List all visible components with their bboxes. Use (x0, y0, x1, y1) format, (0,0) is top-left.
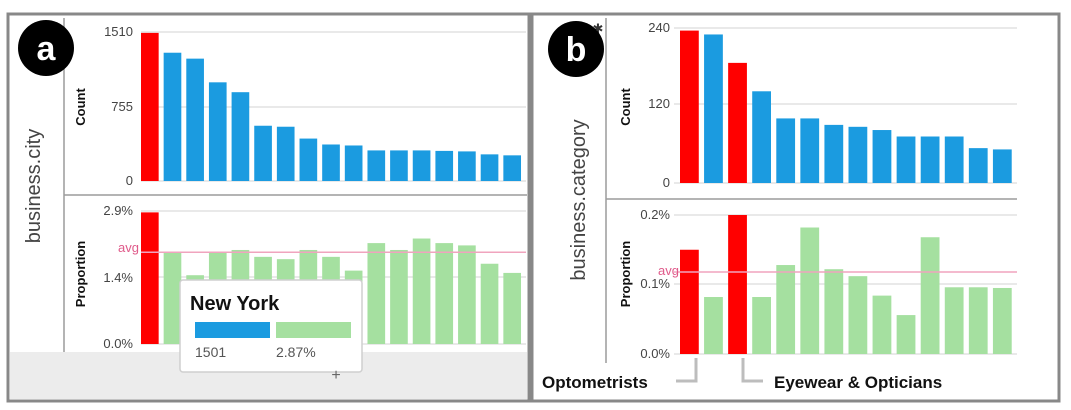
a-count-bar (344, 145, 363, 181)
panel-a-count-tick-top: 1510 (104, 24, 133, 39)
b-proportion-bar (944, 287, 964, 354)
panel-a-add-icon[interactable]: + (331, 367, 340, 384)
b-count-bar (992, 149, 1012, 183)
callout-right-connector (741, 358, 763, 383)
b-count-bar (776, 118, 796, 183)
a-count-bar (299, 138, 318, 181)
panel-a-proportion-tick-mid: 1.4% (103, 270, 133, 285)
a-count-bar (503, 155, 522, 181)
callout-left-connector (676, 358, 698, 383)
b-count-bar (968, 148, 988, 184)
a-count-bar (208, 82, 227, 181)
tooltip-proportion-value: 2.87% (276, 344, 316, 360)
b-count-bar (920, 136, 940, 183)
panel-b: business.category Count Proportion 240 1… (530, 12, 1061, 403)
callout-left-label: Optometrists (542, 373, 648, 392)
panel-a-count-axis-label: Count (73, 88, 88, 126)
panel-b-proportion-tick-bottom: 0.0% (640, 346, 670, 361)
a-count-bar (254, 125, 272, 181)
a-count-bar (322, 144, 340, 181)
a-count-bar (390, 150, 408, 181)
b-count-bar (752, 91, 771, 183)
panel-a-count-tick-mid: 755 (111, 99, 133, 114)
panel-b-avg-label: avg (658, 263, 679, 278)
panel-a-proportion-axis-label: Proportion (73, 241, 88, 307)
a-count-bar (367, 150, 386, 181)
panel-a-dimension-label: business.city (23, 129, 45, 244)
b-count-bar (728, 62, 747, 184)
tooltip-proportion-icon (276, 322, 351, 338)
panel-b-count-axis-label: Count (618, 88, 633, 126)
b-proportion-bar (848, 276, 868, 354)
tooltip-count-value: 1501 (195, 344, 226, 360)
panel-b-count-plot (674, 27, 1017, 184)
panel-a-count-plot (141, 31, 526, 182)
a-proportion-bar (367, 243, 386, 344)
a-proportion-bar (163, 252, 182, 344)
b-count-bar (824, 124, 844, 184)
panel-a-badge-icon (18, 20, 74, 76)
b-count-bar (944, 136, 964, 183)
b-count-bar (704, 34, 723, 184)
b-proportion-bar (968, 287, 988, 354)
a-count-bar (276, 126, 295, 181)
callout-right-label: Eyewear & Opticians (774, 373, 942, 392)
b-proportion-bar (680, 249, 699, 354)
panel-a-proportion-tick-top: 2.9% (103, 203, 133, 218)
panel-a-count-tick-bottom: 0 (126, 173, 133, 188)
a-proportion-bar (480, 263, 499, 344)
a-count-bar (480, 154, 499, 181)
b-count-bar (800, 118, 820, 183)
b-proportion-bar (800, 227, 820, 354)
b-count-bar (872, 130, 892, 183)
a-proportion-bar (435, 243, 454, 344)
b-proportion-bar (728, 215, 747, 354)
panel-b-proportion-tick-top: 0.2% (640, 207, 670, 222)
b-proportion-bar (872, 295, 892, 354)
a-count-bar (412, 150, 431, 181)
panel-b-count-tick-bottom: 0 (663, 175, 670, 190)
a-count-bar (435, 150, 454, 181)
a-count-bar (186, 58, 204, 181)
b-proportion-bar (776, 265, 796, 354)
tooltip: New York 1501 2.87% (179, 279, 363, 373)
a-count-bar (141, 32, 159, 181)
b-count-bar (896, 136, 916, 183)
a-count-bar (163, 52, 182, 181)
panel-b-count-tick-mid: 120 (648, 96, 670, 111)
panel-a-badge-letter: a (37, 30, 57, 68)
b-proportion-bar (896, 315, 916, 354)
a-proportion-bar (503, 272, 522, 344)
panel-b-count-tick-top: 240 (648, 20, 670, 35)
panel-a-proportion-tick-bottom: 0.0% (103, 336, 133, 351)
b-count-bar (680, 30, 699, 183)
tooltip-title: New York (190, 293, 280, 315)
panel-b-frame (530, 12, 1061, 403)
b-proportion-bar (920, 237, 940, 354)
a-proportion-bar (390, 249, 408, 344)
b-count-bar (848, 126, 868, 183)
panel-b-badge-icon (548, 21, 604, 77)
panel-b-settings-icon[interactable]: ✱ (593, 21, 604, 36)
panel-a: business.city Count Proportion 1510 755 … (6, 12, 531, 403)
a-proportion-bar (412, 238, 431, 344)
tooltip-count-icon (195, 322, 270, 338)
a-proportion-bar (458, 245, 476, 344)
panel-a-avg-label: avg (118, 240, 139, 255)
tooltip-box (179, 279, 363, 373)
a-proportion-bar (141, 212, 159, 344)
b-proportion-bar (752, 297, 771, 354)
panel-b-badge-letter: b (566, 31, 587, 69)
b-proportion-bar (704, 297, 723, 354)
panel-b-dimension-label: business.category (568, 119, 590, 280)
panel-b-proportion-plot (674, 214, 1017, 355)
panel-b-proportion-tick-mid: 0.1% (640, 276, 670, 291)
a-count-bar (458, 151, 476, 181)
b-proportion-bar (824, 269, 844, 354)
panel-a-frame (6, 12, 531, 403)
a-count-bar (231, 92, 250, 181)
panel-b-proportion-axis-label: Proportion (618, 241, 633, 307)
b-proportion-bar (992, 287, 1012, 354)
